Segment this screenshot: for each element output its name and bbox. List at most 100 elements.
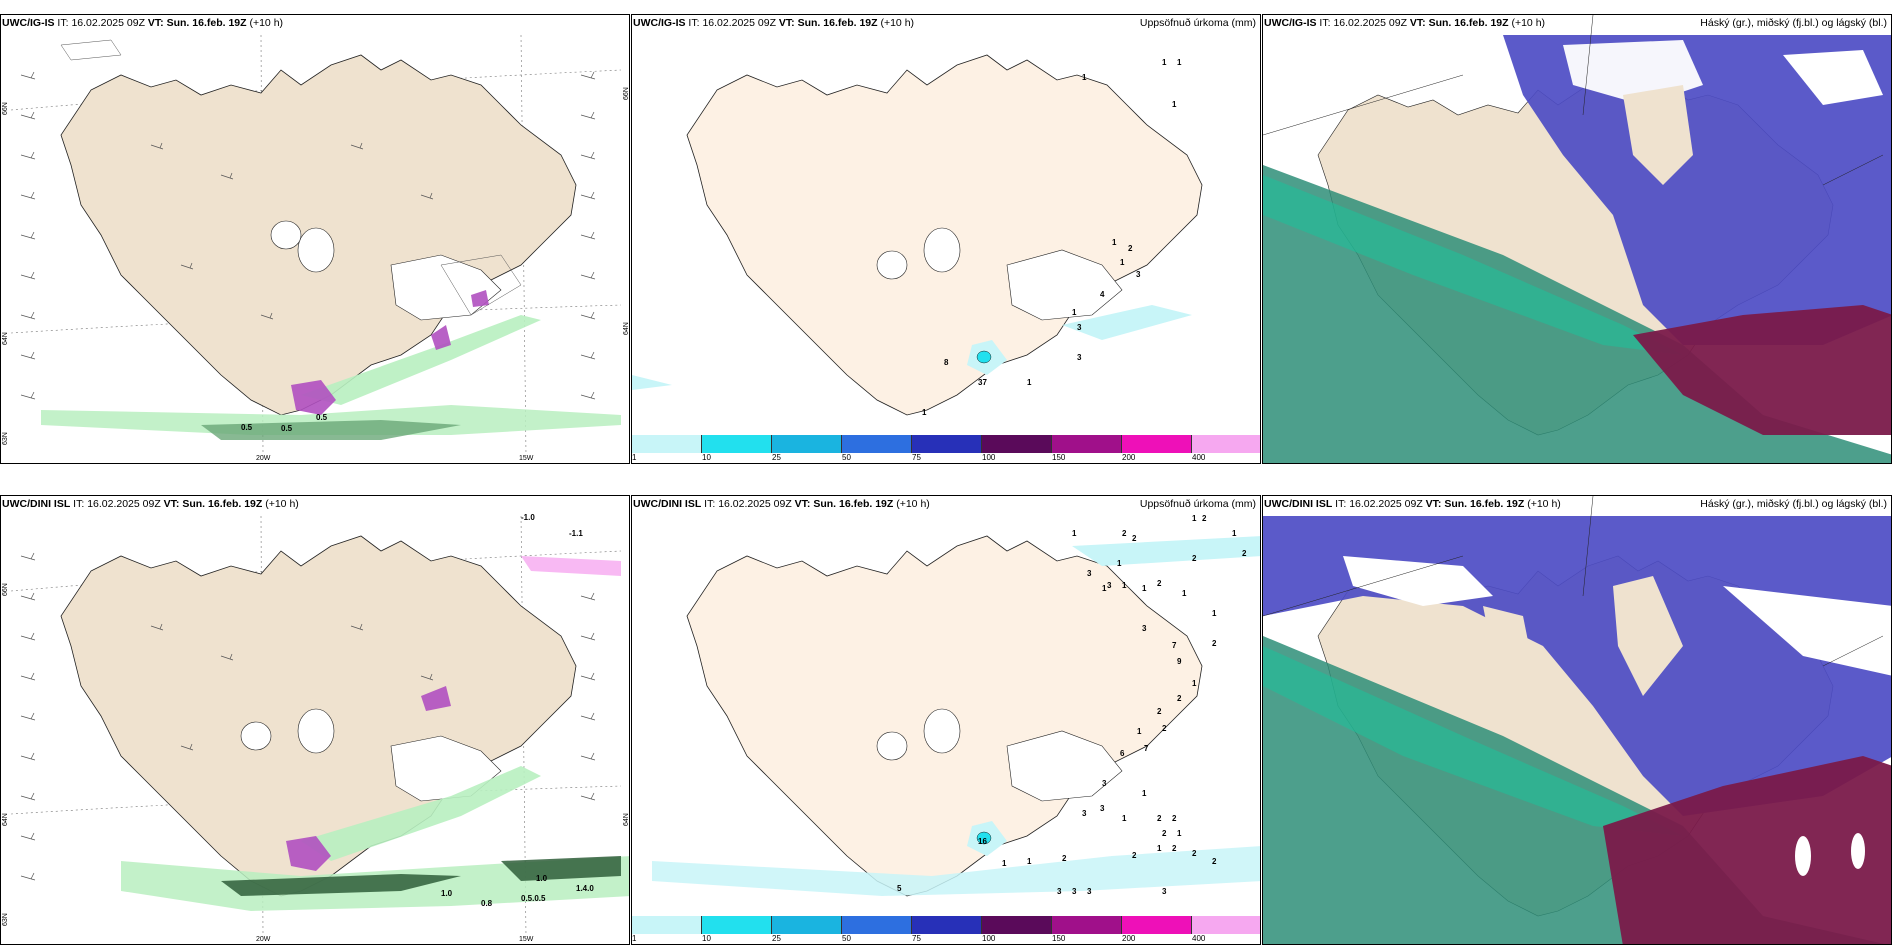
panel-dini-cloud: UWC/DINI ISL IT: 16.02.2025 09Z VT: Sun.… <box>1262 495 1892 945</box>
value-label: 1 <box>1192 514 1197 523</box>
precip-map: 1 2 1 2 2 3 3 1 1 2 2 1 1 1 2 1 1 3 2 7 … <box>652 514 1260 897</box>
lon-label: 20W <box>256 936 271 943</box>
wind-map: 0.5 0.5 0.5 <box>1 15 629 463</box>
panel-header: UWC/IG-IS IT: 16.02.2025 09Z VT: Sun. 16… <box>1264 17 1546 29</box>
lat-label: 64N <box>2 332 9 345</box>
panel-right-title: Uppsöfnuð úrkoma (mm) <box>1139 498 1256 510</box>
mid-cloud <box>1503 35 1891 345</box>
colorbar-seg <box>632 916 702 934</box>
value-label: 1 <box>1182 589 1187 598</box>
colorbar-seg <box>1052 916 1122 934</box>
lon-label: 15W <box>519 936 534 943</box>
lon-label: 15W <box>519 455 534 462</box>
value-label: 3 <box>1077 323 1082 332</box>
value-label: 3 <box>1087 887 1092 896</box>
value-label: 5 <box>897 884 902 893</box>
colorbar-seg <box>912 916 982 934</box>
precip-map: 1 1 1 1 1 2 3 1 4 1 3 8 37 1 1 3 <box>632 54 1203 417</box>
colorbar-seg <box>842 435 912 453</box>
precip-colorbar <box>632 435 1260 453</box>
colorbar-label: 75 <box>912 453 921 462</box>
value-label: 1 <box>1122 581 1127 590</box>
value-label: 1 <box>1212 609 1217 618</box>
colorbar-labels: 1 10 25 50 75 100 150 200 400 <box>632 934 1260 944</box>
lat-label: 63N <box>2 913 9 926</box>
value-label: 1.4.0 <box>576 884 594 893</box>
value-label: 2 <box>1172 814 1177 823</box>
value-label: 1 <box>1122 814 1127 823</box>
panel-igis-cloud: UWC/IG-IS IT: 16.02.2025 09Z VT: Sun. 16… <box>1262 14 1892 464</box>
value-label: 2 <box>1212 639 1217 648</box>
value-label: 1 <box>1072 308 1077 317</box>
colorbar-label: 25 <box>772 453 781 462</box>
value-label: 6 <box>1120 749 1125 758</box>
colorbar-label: 200 <box>1122 934 1136 943</box>
value-label: 2 <box>1162 829 1167 838</box>
colorbar-label: 10 <box>702 453 711 462</box>
colorbar-seg <box>842 916 912 934</box>
panel-dini-precip: UWC/DINI ISL IT: 16.02.2025 09Z VT: Sun.… <box>631 495 1261 945</box>
value-label: 1 <box>1112 238 1117 247</box>
wind-map: -1.0 -1.1 1.0 1.4.0 0.8 0.5.0.5 1.0 <box>1 496 629 944</box>
value-label: 1 <box>1142 789 1147 798</box>
colorbar-seg <box>632 435 702 453</box>
value-label: 2 <box>1212 857 1217 866</box>
value-label: 3 <box>1072 887 1077 896</box>
value-label: 1 <box>1027 857 1032 866</box>
value-label: 1 <box>1177 829 1182 838</box>
colorbar-label: 100 <box>982 453 996 462</box>
lat-label-right: 64N <box>623 322 630 335</box>
value-label: 1.0 <box>441 889 453 898</box>
panel-right-title: Háský (gr.), miðský (fj.bl.) og lágský (… <box>1700 17 1887 29</box>
value-label: 0.5.0.5 <box>521 894 546 903</box>
panel-header: UWC/IG-IS IT: 16.02.2025 09Z VT: Sun. 16… <box>2 17 284 29</box>
value-label: 2 <box>1157 707 1162 716</box>
value-label: 2 <box>1122 529 1127 538</box>
lat-label-right: 66N <box>623 87 630 100</box>
colorbar-seg <box>702 435 772 453</box>
value-label: 3 <box>1087 569 1092 578</box>
colorbar-seg <box>772 916 842 934</box>
value-label: 1 <box>922 408 927 417</box>
value-label: 16 <box>978 837 987 846</box>
colorbar-label: 200 <box>1122 453 1136 462</box>
colorbar-seg <box>1052 435 1122 453</box>
value-label: 3 <box>1107 581 1112 590</box>
low-cloud <box>1603 756 1891 944</box>
panel-header: UWC/DINI ISL IT: 16.02.2025 09Z VT: Sun.… <box>1264 498 1561 510</box>
value-label: 3 <box>1100 804 1105 813</box>
value-label: 1 <box>1117 559 1122 568</box>
value-label: 2 <box>1132 534 1137 543</box>
value-label: 3 <box>1077 353 1082 362</box>
lat-label-right: 64N <box>623 813 630 826</box>
colorbar-seg <box>982 916 1052 934</box>
value-label: 1.0 <box>536 874 548 883</box>
value-label: 1 <box>1142 584 1147 593</box>
value-label: 1 <box>1027 378 1032 387</box>
colorbar-label: 150 <box>1052 453 1066 462</box>
value-label: 0.8 <box>481 899 493 908</box>
colorbar-label: 1 <box>632 934 637 943</box>
value-label: 3 <box>1136 270 1141 279</box>
value-label: 2 <box>1157 579 1162 588</box>
value-label: 0.5 <box>281 424 293 433</box>
cloud-map <box>1263 15 1891 463</box>
colorbar-seg <box>912 435 982 453</box>
colorbar-seg <box>1122 916 1192 934</box>
colorbar-label: 25 <box>772 934 781 943</box>
value-label: 2 <box>1202 514 1207 523</box>
value-label: 3 <box>1057 887 1062 896</box>
value-label: 2 <box>1162 724 1167 733</box>
colorbar-label: 150 <box>1052 934 1066 943</box>
value-label: 1 <box>1157 844 1162 853</box>
value-label: 1 <box>1232 529 1237 538</box>
colorbar-seg <box>1122 435 1192 453</box>
value-label: 3 <box>1162 887 1167 896</box>
value-label: 2 <box>1172 844 1177 853</box>
value-label: 1 <box>1120 258 1125 267</box>
value-label: 1 <box>1172 100 1177 109</box>
panel-dini-wind: UWC/DINI ISL IT: 16.02.2025 09Z VT: Sun.… <box>0 495 630 945</box>
colorbar-label: 100 <box>982 934 996 943</box>
lat-label: 66N <box>2 583 9 596</box>
low-cloud <box>1633 305 1891 435</box>
